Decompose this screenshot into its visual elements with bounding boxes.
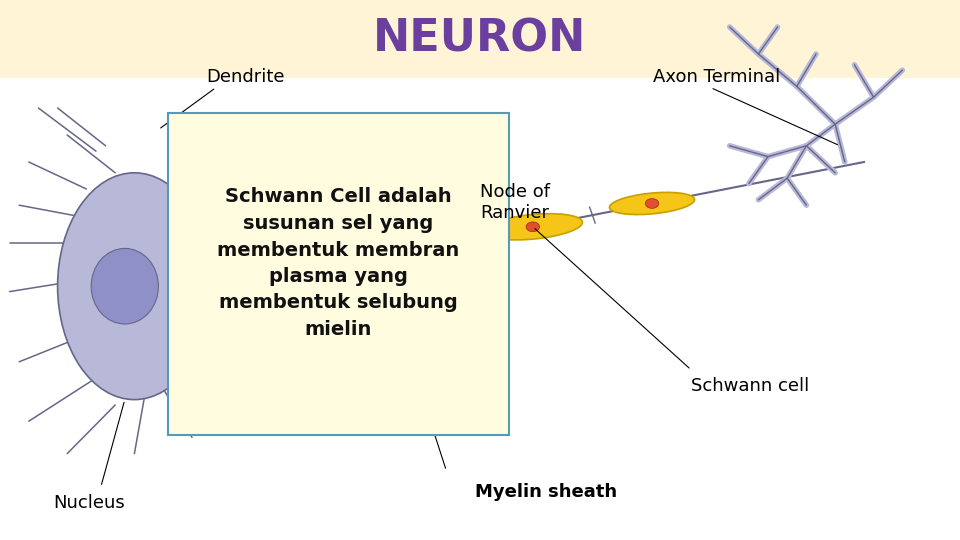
FancyBboxPatch shape [0,0,960,78]
Ellipse shape [346,238,455,267]
Ellipse shape [58,173,211,400]
Ellipse shape [645,199,659,208]
Text: Nucleus: Nucleus [53,494,125,512]
Text: NEURON: NEURON [373,18,587,60]
Text: Schwann cell: Schwann cell [691,377,809,395]
FancyBboxPatch shape [168,113,509,435]
Ellipse shape [526,222,540,232]
Ellipse shape [91,248,158,324]
Ellipse shape [610,192,695,214]
Ellipse shape [483,214,583,240]
Ellipse shape [394,248,407,258]
Text: Dendrite: Dendrite [206,68,285,86]
Text: Schwann Cell adalah
susunan sel yang
membentuk membran
plasma yang
membentuk sel: Schwann Cell adalah susunan sel yang mem… [217,187,460,339]
Text: Myelin sheath: Myelin sheath [475,483,617,502]
Text: Axon Terminal: Axon Terminal [653,68,780,86]
Text: Node of
Ranvier: Node of Ranvier [480,183,550,222]
